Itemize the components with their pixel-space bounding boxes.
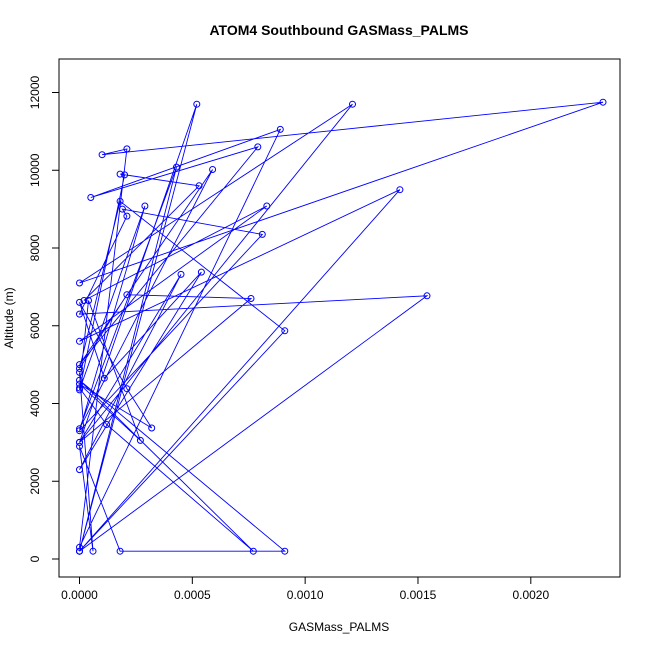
x-tick-label: 0.0000 [61,588,98,602]
data-point [116,197,124,205]
data-point [173,163,180,171]
data-point [76,376,83,384]
y-tick-label: 12000 [28,75,42,109]
data-point [121,171,129,179]
data-point [599,98,607,106]
x-axis-label: GASMass_PALMS [289,620,389,634]
data-point [123,291,131,299]
y-tick-label: 10000 [28,153,42,187]
data-point [209,166,217,173]
data-point [116,547,124,555]
data-point [396,186,404,194]
data-point [123,212,131,220]
data-point [76,380,83,388]
data-point [76,543,83,551]
data-point [349,100,356,108]
data-point [118,205,126,213]
data-point [116,170,124,178]
data-point [263,202,271,210]
data-point [76,361,83,369]
data-point [197,268,205,276]
data-point [76,547,83,555]
data-point [103,421,111,428]
y-axis-label: Altitude (m) [2,287,16,348]
data-point [193,100,201,108]
data-point [195,182,203,190]
data-point [76,466,83,474]
x-tick-label: 0.0020 [512,588,549,602]
data-point [76,425,83,433]
series-line [78,101,604,552]
data-point [89,547,97,555]
y-tick-label: 4000 [28,390,42,417]
data-point [76,298,83,306]
data-point [249,547,257,555]
data-point [148,424,156,432]
data-point [76,427,83,435]
data-point [76,442,83,450]
data-point [123,145,131,153]
y-tick-label: 2000 [28,468,42,495]
data-point [76,310,83,318]
data-point [281,547,289,555]
data-point [123,385,131,393]
data-point [98,151,106,159]
data-point [423,292,431,300]
data-point [76,368,83,376]
data-point [136,436,144,444]
data-point [281,327,289,335]
data-point [76,384,83,392]
x-tick-label: 0.0010 [287,588,324,602]
data-point [76,337,83,345]
data-point [177,270,185,278]
data-point [254,143,262,151]
data-point [76,279,83,287]
data-point [258,230,266,238]
data-point [85,297,92,304]
y-tick-label: 6000 [28,312,42,339]
data-point [76,438,83,446]
y-axis: 0 2000 4000 6000 8000 10000 12000 [28,75,60,562]
data-point [141,202,149,210]
data-point [247,295,255,302]
x-tick-label: 0.0005 [174,588,211,602]
x-tick-label: 0.0015 [400,588,437,602]
x-axis: 0.0000 0.0005 0.0010 0.0015 0.0020 [61,576,549,602]
y-tick-label: 8000 [28,234,42,261]
chart-title: ATOM4 Southbound GASMass_PALMS [209,22,468,38]
data-point [276,125,284,133]
data-point [100,374,108,382]
data-point [80,297,88,304]
y-tick-label: 0 [28,555,42,562]
series-layer [76,98,607,555]
data-point [87,194,95,201]
data-point [76,365,83,372]
